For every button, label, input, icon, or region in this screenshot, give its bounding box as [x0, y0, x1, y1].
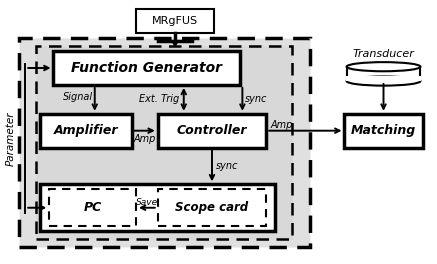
Text: Ext. Trig: Ext. Trig — [139, 94, 180, 104]
Text: Amp: Amp — [271, 120, 293, 130]
Text: Transducer: Transducer — [353, 49, 414, 59]
Ellipse shape — [347, 62, 420, 71]
Text: Amplifier: Amplifier — [54, 124, 118, 137]
Text: Matching: Matching — [351, 124, 416, 137]
Text: Signal: Signal — [62, 92, 93, 102]
Ellipse shape — [347, 77, 420, 86]
Bar — [19, 38, 310, 247]
Text: sync: sync — [245, 94, 267, 104]
Text: sync: sync — [216, 161, 239, 171]
Bar — [36, 46, 292, 239]
Bar — [53, 51, 240, 85]
Bar — [158, 190, 266, 226]
Bar — [41, 184, 275, 231]
Bar — [136, 9, 214, 33]
Bar — [41, 114, 132, 148]
Text: MRgFUS: MRgFUS — [152, 16, 198, 26]
Bar — [158, 114, 266, 148]
Text: Scope card: Scope card — [175, 201, 249, 214]
Bar — [346, 76, 421, 81]
Text: Parameter: Parameter — [6, 111, 16, 166]
Text: Controller: Controller — [177, 124, 247, 137]
Bar — [49, 190, 136, 226]
Bar — [344, 114, 423, 148]
Text: Save: Save — [136, 198, 158, 207]
Text: PC: PC — [83, 201, 102, 214]
Text: Amp: Amp — [133, 134, 156, 144]
Text: Function Generator: Function Generator — [71, 61, 222, 75]
